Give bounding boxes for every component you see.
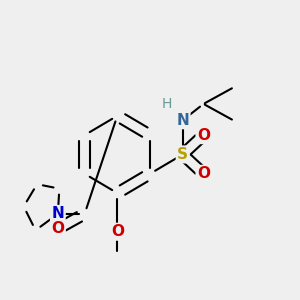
Text: O: O	[51, 221, 64, 236]
Text: O: O	[111, 224, 124, 239]
Text: S: S	[177, 147, 188, 162]
Text: O: O	[197, 166, 210, 181]
Text: O: O	[197, 128, 210, 142]
Text: H: H	[160, 98, 172, 112]
Text: N: N	[176, 113, 189, 128]
Text: H: H	[161, 97, 172, 111]
Text: N: N	[52, 206, 64, 221]
